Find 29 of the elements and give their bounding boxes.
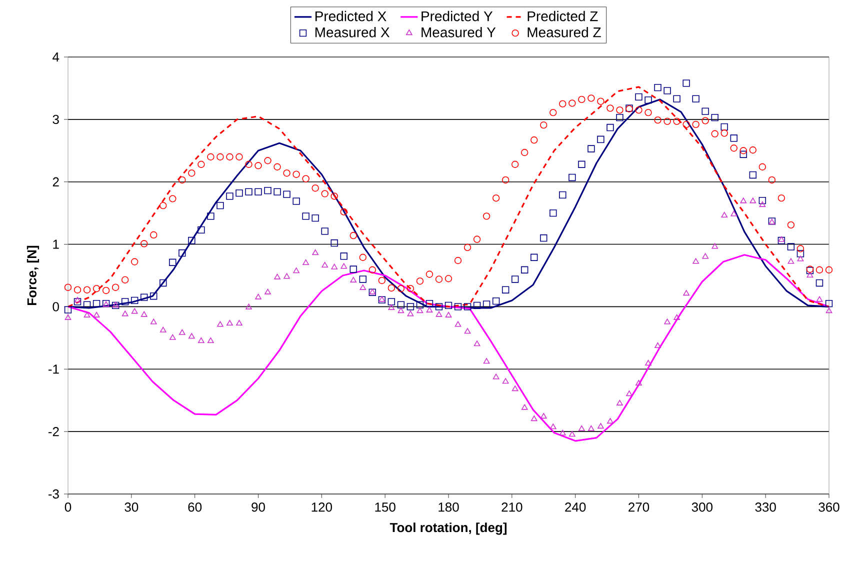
legend-label: Measured X xyxy=(315,27,390,38)
x-tick-label: 300 xyxy=(692,502,712,512)
y-tick-label: -1 xyxy=(48,364,59,374)
y-tick-label: 1 xyxy=(53,240,59,249)
y-tick-label: 0 xyxy=(52,302,59,312)
legend-label: Predicted Y xyxy=(422,10,493,22)
x-tick-label: 90 xyxy=(252,502,265,512)
x-tick-label: 330 xyxy=(755,502,776,512)
x-tick-label: 360 xyxy=(818,502,840,512)
legend-label: Predicted X xyxy=(315,10,386,22)
y-axis-title: Force, [N] xyxy=(26,246,40,305)
legend-label: Measured Z xyxy=(528,27,601,38)
y-tick-label: 2 xyxy=(52,177,59,186)
y-tick-label: 3 xyxy=(52,114,59,124)
x-tick-label: 210 xyxy=(502,502,522,512)
x-tick-label: 30 xyxy=(124,502,138,512)
x-tick-label: 180 xyxy=(438,502,459,512)
y-tick-label: -3 xyxy=(48,489,59,499)
x-tick-label: 120 xyxy=(312,502,332,512)
y-tick-label: 4 xyxy=(52,52,60,62)
legend-label: Predicted Z xyxy=(528,10,598,22)
x-tick-label: 60 xyxy=(188,502,202,512)
x-tick-label: 240 xyxy=(565,502,586,512)
legend-label: Measured Y xyxy=(422,27,496,38)
x-tick-label: 270 xyxy=(628,502,650,512)
x-tick-label: 0 xyxy=(64,502,72,512)
x-axis-title: Tool rotation, [deg] xyxy=(390,522,507,535)
x-tick-label: 150 xyxy=(375,502,396,512)
y-tick-label: -2 xyxy=(48,427,59,436)
